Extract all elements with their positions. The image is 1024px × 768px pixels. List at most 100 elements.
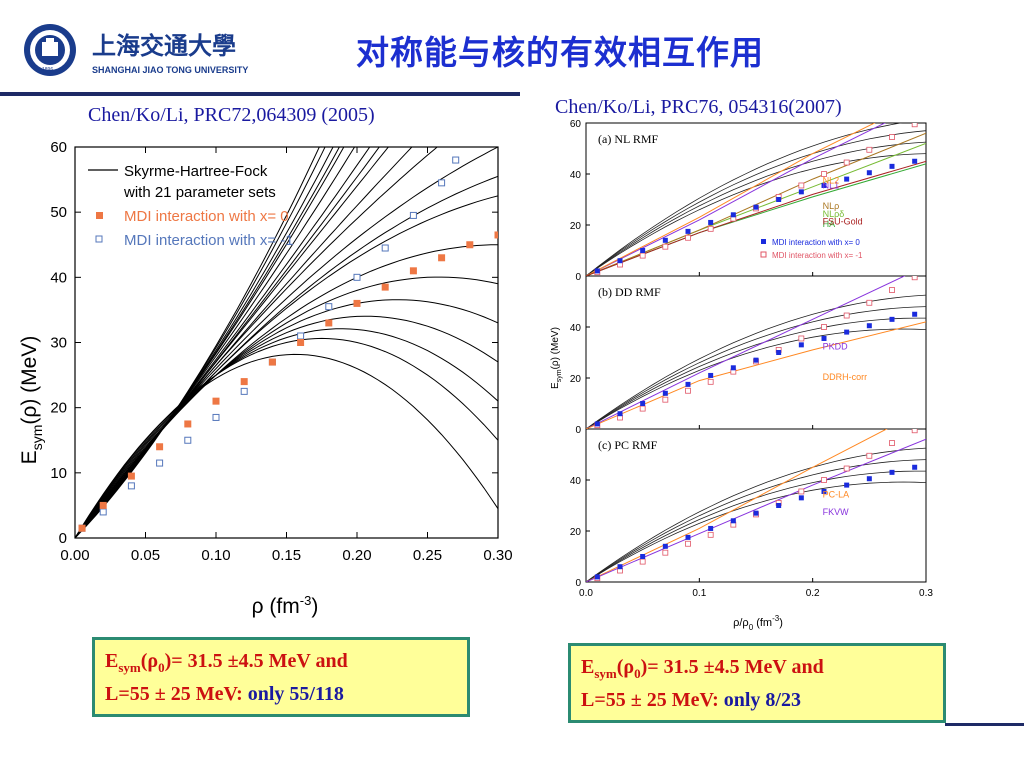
mdi-x0-point xyxy=(708,219,714,225)
mdi-x0-point xyxy=(708,525,714,531)
right-y-tick-label: 0 xyxy=(575,425,581,436)
mdi-x0-point xyxy=(776,350,782,355)
mdi-xm1-point xyxy=(707,378,714,385)
rmf-curve-band xyxy=(586,470,926,582)
mdi-x0-point xyxy=(912,311,918,317)
rmf-curve-label: NLρ xyxy=(823,201,840,211)
mdi-xm1-point xyxy=(452,156,460,164)
mdi-x0-point xyxy=(821,182,827,188)
mdi-xm1-point xyxy=(843,159,850,166)
rmf-curve xyxy=(586,429,888,582)
mdi-xm1-point xyxy=(821,324,827,330)
mdi-xm1-point xyxy=(156,459,164,467)
mdi-x0-point xyxy=(844,176,850,182)
mdi-x0-point xyxy=(912,464,918,470)
left-axes: 0.00 0.05 0.10 0.15 0.20 0.25 0.30 0 10 20 30 40 50 6… xyxy=(50,139,512,564)
mdi-x0-point xyxy=(353,299,361,307)
skyrme-curve xyxy=(75,147,340,538)
mdi-xm1-point xyxy=(798,335,805,342)
left-x-tick-label: 0.25 xyxy=(413,547,442,564)
mdi-x0-point xyxy=(438,254,446,262)
rmf-curve xyxy=(586,321,926,429)
rmf-curve-label: NL1 xyxy=(823,181,840,191)
mdi-xm1-point xyxy=(639,252,646,259)
mdi-x0-point xyxy=(866,476,872,482)
mdi-x0-point xyxy=(409,267,417,275)
mdi-x0-point xyxy=(844,329,850,335)
mdi-xm1-point xyxy=(798,182,805,189)
left-mdi-markers xyxy=(78,156,498,532)
mdi-x0-point xyxy=(494,231,498,239)
logo-text-en: SHANGHAI JIAO TONG UNIVERSITY xyxy=(92,65,248,75)
mdi-xm1-point xyxy=(843,312,850,319)
left-x-tick-label: 0.30 xyxy=(483,547,512,564)
mdi-x0-point xyxy=(776,197,782,202)
left-y-tick-label: 60 xyxy=(50,139,67,156)
legend-skyrme-label: Skyrme-Hartree-Fock xyxy=(124,163,268,180)
right-mdi-markers xyxy=(594,123,918,582)
mdi-x0-point xyxy=(617,411,623,417)
mdi-xm1-point xyxy=(866,299,873,306)
right-panel-markers xyxy=(594,276,918,429)
rmf-curve-label: FKVW xyxy=(823,507,850,517)
mdi-x0-point xyxy=(730,518,736,524)
legend-mdi-x0-label: MDI interaction with x= 0 xyxy=(124,208,289,225)
mdi-xm1-point xyxy=(911,123,918,128)
mdi-xm1-point xyxy=(843,465,850,472)
right-y-tick-label: 60 xyxy=(570,119,582,130)
right-y-tick-label: 0 xyxy=(575,578,581,589)
mdi-x0-point xyxy=(662,543,668,549)
left-y-tick-label: 30 xyxy=(50,335,67,352)
left-y-tick-label: 20 xyxy=(50,400,67,417)
mdi-x0-point xyxy=(753,510,759,516)
skyrme-curve xyxy=(75,315,498,538)
right-panel-frame xyxy=(585,428,927,583)
mdi-x0-point xyxy=(776,503,782,508)
mdi-x0-point xyxy=(821,335,827,341)
rmf-curve-band xyxy=(586,317,926,429)
mdi-x0-point xyxy=(730,212,736,218)
mdi-x0-point xyxy=(866,170,872,176)
left-y-tick-label: 0 xyxy=(59,530,67,547)
rmf-curve xyxy=(586,123,876,276)
mdi-x0-point xyxy=(594,574,600,580)
mdi-xm1-point xyxy=(662,549,669,556)
citation-left: Chen/Ko/Li, PRC72,064309 (2005) xyxy=(88,104,375,126)
right-legend-xm1-label: MDI interaction with x= -1 xyxy=(772,251,863,260)
mdi-x0-point xyxy=(640,554,646,559)
mdi-x0-point xyxy=(889,469,895,475)
mdi-x0-point xyxy=(708,372,714,378)
mdi-x0-point xyxy=(99,501,107,509)
mdi-xm1-point xyxy=(639,405,646,412)
rmf-curve-band xyxy=(586,153,926,276)
mdi-xm1-point xyxy=(685,540,691,547)
mdi-x0-point xyxy=(617,258,623,264)
mdi-x0-point xyxy=(184,420,192,428)
mdi-x0-point xyxy=(821,488,827,494)
mdi-xm1-point xyxy=(798,488,805,495)
legend-skyrme-label-2: with 21 parameter sets xyxy=(123,184,276,201)
mdi-xm1-point xyxy=(297,332,305,340)
right-x-tick-label: 0.1 xyxy=(692,588,706,599)
mdi-x0-point xyxy=(753,357,759,363)
mdi-xm1-point xyxy=(889,287,895,293)
mdi-xm1-point xyxy=(866,452,873,459)
mdi-xm1-point xyxy=(99,508,107,516)
rmf-curve xyxy=(586,132,926,276)
mdi-xm1-point xyxy=(911,429,918,434)
legend-mdi-xm1-swatch xyxy=(95,235,103,243)
left-legend: Skyrme-Hartree-Fock with 21 parameter set… xyxy=(88,163,294,249)
mdi-x0-point xyxy=(640,401,646,406)
left-x-axis-label: ρ (fm-3) xyxy=(252,593,319,618)
mdi-xm1-point xyxy=(889,134,895,140)
right-y-tick-label: 40 xyxy=(570,170,582,181)
rmf-curve-label: PC-LA xyxy=(823,489,850,499)
right-x-tick-label: 0.2 xyxy=(806,588,820,599)
mdi-xm1-point xyxy=(662,243,669,250)
skyrme-curve xyxy=(75,299,498,538)
left-x-tick-label: 0.15 xyxy=(272,547,301,564)
mdi-x0-point xyxy=(685,228,691,234)
mdi-xm1-point xyxy=(353,273,361,281)
mdi-xm1-point xyxy=(685,234,691,241)
